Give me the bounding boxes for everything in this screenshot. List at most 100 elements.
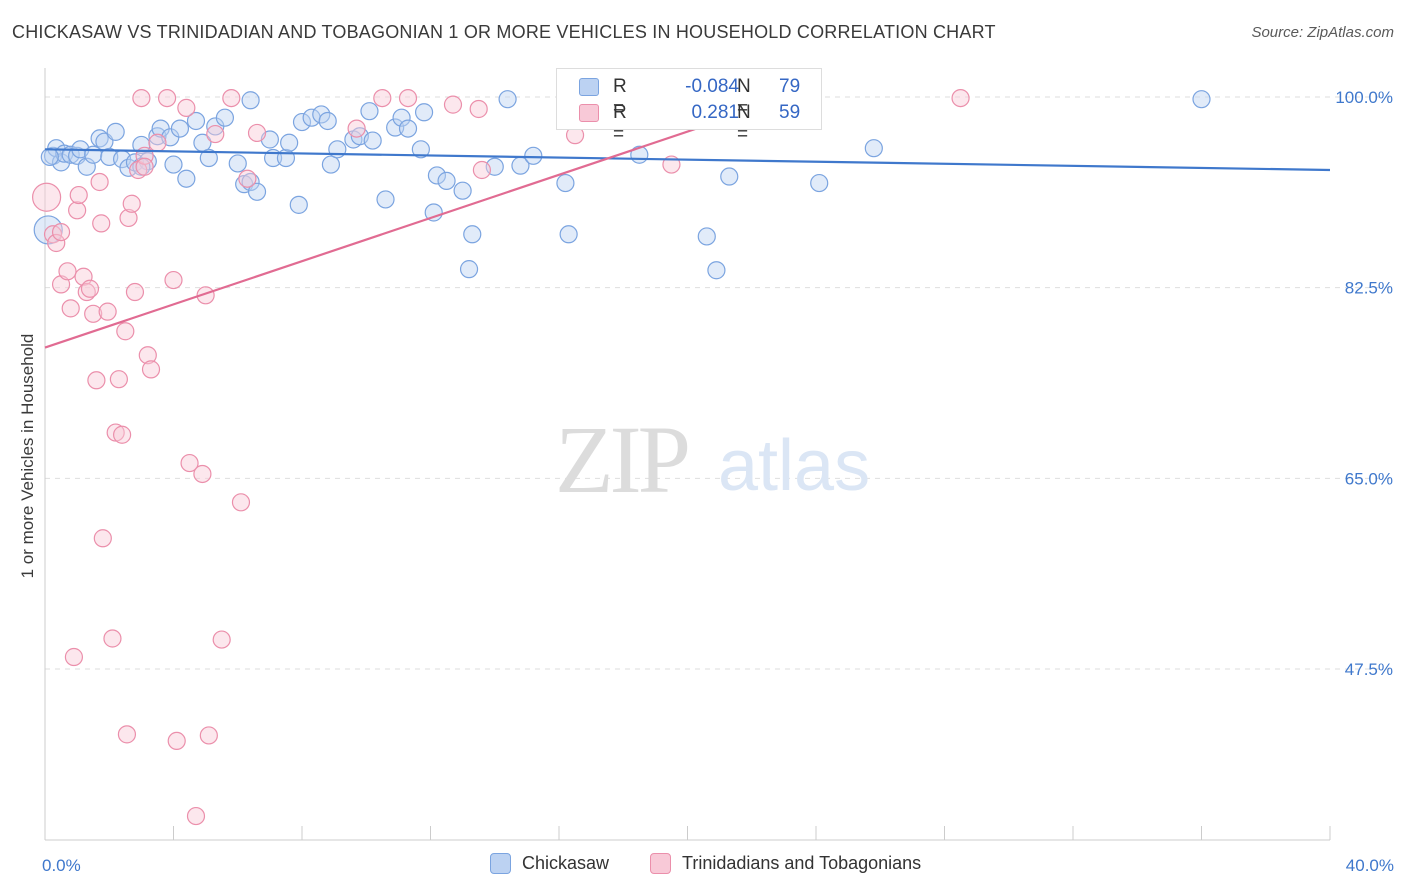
chickasaw-point [164,155,183,174]
trinidadian-point [177,98,196,117]
trinidadian-point [58,262,77,281]
chickasaw-point [437,171,456,190]
trinidadian-point [87,371,106,390]
chickasaw-point [90,129,109,148]
trinidadian-point [77,282,96,302]
chickasaw-point [186,111,206,131]
r-label: R = [613,102,627,145]
chickasaw-point [720,167,739,186]
trinidadian-point [98,302,117,321]
chickasaw-point [321,155,341,174]
trinidadian-point [180,453,199,473]
chickasaw-point [411,140,430,159]
legend-swatch-chickasaw [579,78,599,96]
trinidadian-point [138,346,157,365]
chickasaw-point [199,148,218,168]
trinidadian-point [32,182,62,212]
chickasaw-point [170,119,190,138]
watermark-atlas: atlas [718,426,870,506]
x-tick-label: 40.0% [1346,856,1394,875]
legend-swatch-trinidadian [650,853,671,874]
series-legend: Chickasaw Trinidadians and Tobagonians [0,852,1406,876]
trinidadian-point [398,88,418,108]
chickasaw-point [241,172,260,192]
trinidadian-point [167,731,186,751]
chickasaw-point [376,190,395,209]
stats-legend: R = -0.084 N = 79 R = 0.281 N = 59 [556,68,822,145]
trinidadian-point [112,425,132,444]
n-value: 59 [779,102,801,123]
chart-title: CHICKASAW VS TRINIDADIAN AND TOBAGONIAN … [12,22,996,42]
trinidadian-point [157,88,177,108]
trinidadian-point [141,360,161,379]
trinidadian-point [186,806,206,826]
trinidadian-point [212,630,231,649]
chickasaw-point [289,195,308,214]
trinidadian-point [469,99,488,119]
trinidadian-point [69,185,88,205]
trinidadian-point [135,157,154,176]
chickasaw-point [318,111,337,131]
trinidadian-point [222,88,241,108]
trinidadian-point [109,370,128,389]
r-label: R = [613,76,627,119]
chickasaw-point [453,181,472,200]
trinidadian-point [90,172,109,192]
r-value: -0.084 [685,76,739,97]
chickasaw-point [132,135,151,155]
y-tick-label: 100.0% [1335,88,1393,107]
trinidadian-point [68,201,87,220]
trinidadian-point [193,464,212,484]
n-value: 79 [779,76,801,97]
chickasaw-point [312,105,331,124]
chickasaw-point [280,133,299,152]
chickasaw-point [1192,90,1211,109]
watermark-zip: ZIP [555,406,688,513]
chickasaw-point [292,112,312,132]
data-points [32,88,1211,826]
legend-swatch-trinidadian [579,104,599,122]
chickasaw-point [498,90,517,109]
chickasaw-point [864,139,883,158]
trinidadian-point [116,322,135,341]
trinidadian-point [132,88,151,108]
trendlines [44,100,1331,349]
chickasaw-point [363,131,382,150]
chickasaw-point [106,122,125,141]
trinidadian-point [164,270,183,290]
legend-label-trinidadian: Trinidadians and Tobagonians [682,853,922,873]
trinidadian-point [122,194,141,213]
trinidadian-point [117,725,137,744]
x-tick-label: 0.0% [42,856,81,875]
chickasaw-point [524,146,543,165]
axes [44,68,1331,841]
chickasaw-point [177,169,196,188]
trinidadian-point [951,88,970,108]
r-value: 0.281 [691,102,739,123]
tick-labels: 100.0% 82.5% 65.0% 47.5% 0.0% 40.0% [42,88,1394,875]
trinidadian-point [247,123,267,143]
legend-label-chickasaw: Chickasaw [522,853,610,873]
chickasaw-point [247,182,267,201]
trinidadian-point [80,279,100,298]
chickasaw-point [697,227,716,246]
watermark: ZIP atlas [555,406,870,513]
y-tick-label: 65.0% [1345,469,1393,488]
trinidadian-point [84,304,103,323]
trinidadian-point [61,299,80,318]
trinidadian-point [47,233,66,253]
trinidadian-point [93,529,112,548]
chickasaw-point [459,260,479,279]
n-label: N = [737,76,751,119]
chickasaw-point [328,140,347,159]
trinidadian-trendline [44,100,778,349]
trinidadian-point [231,493,251,512]
y-tick-label: 82.5% [1345,279,1393,298]
trinidadian-point [238,169,257,188]
chickasaw-point [556,173,575,193]
trinidadian-point [51,223,71,242]
chickasaw-point [40,147,59,167]
chickasaw-point [215,108,234,127]
trinidadian-point [472,160,491,180]
